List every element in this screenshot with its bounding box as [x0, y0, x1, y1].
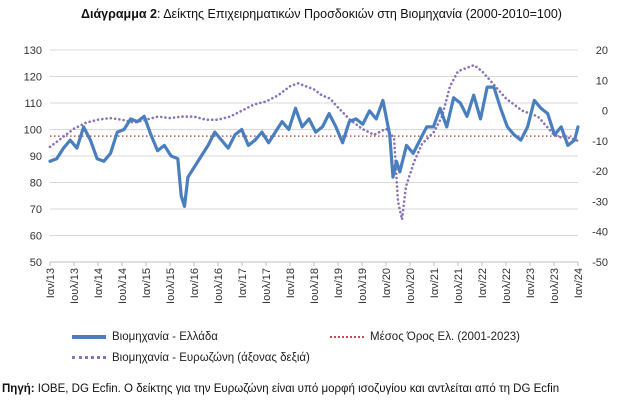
x-tick-label: Ιαν/24 — [573, 268, 585, 298]
x-tick-label: Ιαν/13 — [45, 268, 57, 298]
y-right-tick-label: 20 — [596, 45, 608, 57]
x-tick-label: Ιουλ/18 — [309, 268, 321, 304]
x-tick-label: Ιαν/20 — [381, 268, 393, 298]
x-tick-label: Ιουλ/17 — [261, 268, 273, 304]
legend-item-greece: Βιομηχανία - Ελλάδα — [72, 331, 218, 343]
y-right-tick-label: 0 — [602, 106, 608, 118]
series-line-eurozone — [48, 63, 580, 221]
chart-title: Διάγραμμα 2: Δείκτης Επιχειρηματικών Προ… — [0, 7, 643, 21]
source-text: ΙΟΒΕ, DG Ecfin. Ο δείκτης για την Ευρωζώ… — [34, 383, 560, 395]
y-right-tick-label: -50 — [592, 257, 608, 269]
y-right-tick-label: 10 — [596, 75, 608, 87]
y-left-tick-label: 100 — [24, 125, 42, 137]
y-right-tick-label: -10 — [592, 136, 608, 148]
legend-item-eurozone: Βιομηχανία - Ευρωζώνη (άξονας δεξιά) — [72, 352, 310, 364]
x-tick-label: Ιαν/14 — [93, 268, 105, 298]
y-left-tick-label: 50 — [30, 257, 42, 269]
x-tick-label: Ιουλ/19 — [357, 268, 369, 304]
source-note: Πηγή: ΙΟΒΕ, DG Ecfin. Ο δείκτης για την … — [2, 383, 559, 395]
x-tick-label: Ιαν/21 — [429, 268, 441, 298]
x-tick-label: Ιουλ/21 — [453, 268, 465, 304]
x-tick-label: Ιαν/16 — [189, 268, 201, 298]
y-left-tick-label: 90 — [30, 151, 42, 163]
x-tick-label: Ιαν/19 — [333, 268, 345, 298]
source-label: Πηγή: — [2, 383, 35, 395]
x-tick-label: Ιουλ/22 — [501, 268, 513, 304]
legend-label-eurozone: Βιομηχανία - Ευρωζώνη (άξονας δεξιά) — [112, 352, 310, 364]
legend-swatch-greece — [72, 334, 106, 339]
x-tick-label: Ιουλ/14 — [117, 268, 129, 304]
chart-title-rest: : Δείκτης Επιχειρηματικών Προσδοκιών στη… — [156, 7, 562, 21]
x-tick-label: Ιουλ/23 — [549, 268, 561, 304]
x-tick-label: Ιαν/17 — [237, 268, 249, 298]
x-tick-label: Ιουλ/20 — [405, 268, 417, 304]
legend-swatch-average — [330, 335, 364, 338]
y-left-tick-label: 60 — [30, 231, 42, 243]
y-left-tick-label: 70 — [30, 204, 42, 216]
x-tick-label: Ιαν/18 — [285, 268, 297, 298]
y-left-tick-label: 110 — [24, 98, 42, 110]
x-tick-label: Ιουλ/13 — [69, 268, 81, 304]
legend-label-greece: Βιομηχανία - Ελλάδα — [112, 331, 218, 343]
legend-swatch-eurozone — [72, 356, 106, 360]
y-left-tick-label: 120 — [24, 72, 42, 84]
legend-label-average: Μέσος Όρος Ελ. (2001-2023) — [370, 331, 520, 343]
y-right-tick-label: -40 — [592, 227, 608, 239]
x-tick-label: Ιουλ/15 — [165, 268, 177, 304]
x-tick-label: Ιαν/23 — [525, 268, 537, 298]
chart-title-bold: Διάγραμμα 2 — [81, 7, 157, 21]
x-tick-label: Ιουλ/16 — [213, 268, 225, 304]
y-right-tick-label: -20 — [592, 166, 608, 178]
y-right-tick-label: -30 — [592, 196, 608, 208]
series-line-greece — [48, 85, 580, 208]
y-left-tick-label: 130 — [24, 45, 42, 57]
y-left-tick-label: 80 — [30, 178, 42, 190]
legend-item-average: Μέσος Όρος Ελ. (2001-2023) — [330, 331, 520, 343]
x-tick-label: Ιαν/15 — [141, 268, 153, 298]
line-chart: 50 60 70 80 90 100 110 120 130 -50 -40 -30 -20 -10 0 10… — [24, 45, 608, 304]
x-tick-label: Ιαν/22 — [477, 268, 489, 298]
